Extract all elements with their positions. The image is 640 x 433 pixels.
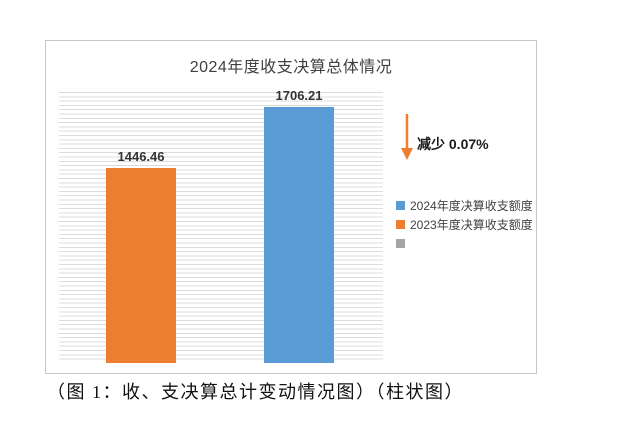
bar-2023 [106,168,176,363]
bar-2024 [264,107,334,363]
chart-title: 2024年度收支决算总体情况 [189,59,393,76]
legend-label-2024: 2024年度决算收支额度 [410,198,533,213]
figure-caption: （图 1：收、支决算总计变动情况图）（柱状图） [47,382,464,402]
legend-item-2024: 2024年度决算收支额度 [396,198,533,213]
bar-value-label-2023: 1446.46 [117,149,165,164]
legend-swatch-gray [396,238,405,248]
down-arrow-icon [399,112,415,162]
legend: 2024年度决算收支额度 2023年度决算收支额度 [396,198,533,250]
legend-label-2023: 2023年度决算收支额度 [410,217,533,232]
legend-swatch-orange [396,219,405,229]
bar-value-label-2024: 1706.21 [275,88,323,103]
plot-area: 1446.46 1706.21 [59,88,383,363]
decrease-annotation-label: 减少 0.07% [417,136,489,152]
legend-item-2023: 2023年度决算收支额度 [396,217,533,232]
legend-item-gray [396,236,533,250]
chart-frame: 2024年度收支决算总体情况 1446.46 1706.21 减少 0.07% … [45,40,537,374]
legend-swatch-blue [396,200,405,210]
